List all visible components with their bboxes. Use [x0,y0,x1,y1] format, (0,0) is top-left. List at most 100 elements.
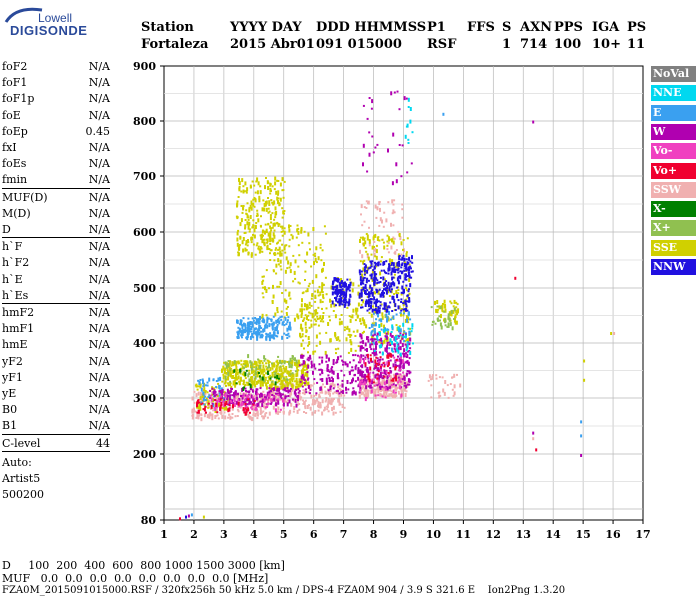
echo-point [364,240,367,245]
echo-point [393,343,396,348]
echo-point [278,366,281,369]
echo-point [457,309,459,314]
echo-point [347,286,350,289]
echo-point [244,181,247,186]
echo-point [374,322,377,327]
echo-point [361,306,364,309]
echo-point [438,394,441,399]
echo-point [334,332,337,336]
echo-point [229,360,232,363]
echo-point [232,377,235,379]
echo-point [390,379,393,382]
echo-point [404,308,406,311]
echo-point [381,290,384,292]
echo-point [245,360,248,363]
echo-point [245,394,248,397]
echo-point [359,369,362,374]
echo-point [244,407,247,410]
echo-point [244,326,247,331]
echo-point [337,278,340,280]
echo-point [308,282,311,285]
echo-point [351,288,354,293]
echo-point [317,294,320,297]
echo-point [288,245,291,248]
echo-point [397,275,400,278]
echo-point [268,376,271,381]
echo-point [268,390,271,395]
echo-point [283,384,286,387]
echo-point [373,328,376,332]
echo-point [252,219,255,222]
echo-point [367,360,370,363]
echo-point [249,215,252,219]
param-row: fmin N/A [2,173,110,187]
echo-point [286,334,289,337]
echo-point [354,354,357,357]
echo-point [347,304,350,307]
echo-point [374,330,376,335]
echo-point [340,369,343,372]
echo-point [351,314,354,319]
echo-point [301,374,304,379]
echo-point [392,224,395,227]
echo-point [235,365,238,370]
echo-point [336,300,339,303]
echo-point [241,395,244,400]
echo-point [348,328,351,333]
header-value: 11 [627,37,646,52]
echo-point [249,361,252,364]
echo-point [274,312,277,317]
echo-point [266,406,269,408]
echo-point [333,303,336,308]
echo-point [270,392,273,395]
echo-point [298,392,301,397]
echo-point [241,325,244,330]
echo-point [442,303,445,305]
echo-point [204,399,207,401]
echo-point [272,270,275,273]
echo-point [267,211,270,214]
echo-point [408,278,411,282]
echo-point [232,404,234,409]
echo-point [226,382,229,385]
echo-point [276,252,279,255]
echo-point [439,319,441,322]
echo-point [280,385,283,390]
echo-point [444,324,447,327]
echo-point [333,383,336,388]
echo-point [332,387,335,390]
echo-point [265,385,268,390]
echo-point [405,97,408,100]
echo-point [365,392,368,397]
echo-point [286,361,289,363]
echo-point [257,320,260,325]
echo-point [202,385,205,388]
echo-point [237,229,240,232]
echo-point [202,391,205,396]
echo-point [207,402,210,405]
echo-point [315,394,318,397]
echo-point [334,348,337,351]
echo-point [272,269,275,272]
echo-point [450,309,453,314]
echo-point [249,384,252,389]
echo-point [399,275,402,280]
echo-point [360,204,363,209]
echo-point [251,226,254,229]
echo-point [430,384,433,387]
echo-point [610,332,613,335]
echo-point [252,409,255,412]
echo-point [392,381,395,384]
echo-point [256,190,259,195]
echo-point [331,291,334,296]
param-name: foF1 [2,76,28,90]
echo-point [310,265,313,268]
echo-point [253,363,256,366]
echo-point [359,386,362,391]
echo-point [431,375,434,380]
header-value: RSF [427,37,457,52]
echo-point [245,390,247,392]
echo-point [376,357,379,360]
echo-point [325,377,328,382]
echo-point [301,308,303,313]
